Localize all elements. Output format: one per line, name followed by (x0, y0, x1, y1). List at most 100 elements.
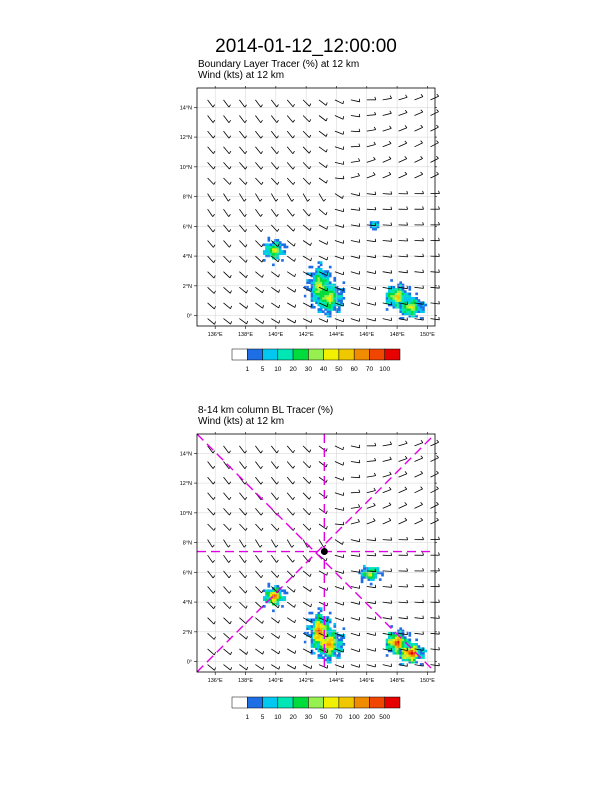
tracer-cell (317, 656, 321, 660)
colorbar-label: 100 (379, 366, 390, 373)
wind-barb (350, 476, 360, 479)
tracer-cell (401, 301, 405, 305)
tracer-cell (262, 596, 266, 599)
tracer-cell (315, 267, 318, 271)
tracer-cell (399, 299, 403, 302)
tracer-cell (319, 281, 323, 285)
tracer-cell (392, 645, 396, 648)
wind-barb (334, 617, 344, 622)
wind-barb (382, 271, 392, 274)
wind-barb-flag (438, 206, 440, 210)
tracer-cell (317, 629, 321, 633)
colorbar: 1 5 10 20 30 50 70 100 200 500 (231, 696, 401, 721)
tracer-cell (333, 301, 337, 305)
wind-barb-flag (374, 222, 377, 226)
wind-barb-flag (277, 604, 280, 608)
wind-barb (223, 664, 231, 671)
tracer-cell (376, 221, 380, 224)
tracer-cell (406, 658, 409, 662)
wind-barb (334, 539, 343, 545)
wind-barb-flag (214, 651, 216, 656)
tracer-cell (415, 314, 418, 318)
tracer-cell (337, 638, 341, 642)
wind-barb (430, 488, 439, 494)
wind-barb-flag (358, 158, 361, 162)
wind-barb (286, 286, 296, 293)
tracer-cell (408, 312, 412, 316)
tracer-cell (272, 243, 275, 247)
wind-barb (366, 286, 376, 290)
tracer-cell (326, 634, 330, 637)
tracer-cell (394, 296, 398, 300)
tracer-cell (401, 312, 405, 316)
tracer-cell (333, 294, 337, 298)
wind-barb-flag (260, 213, 263, 217)
tracer-cell (326, 645, 330, 648)
tracer-cell (315, 636, 318, 639)
tracer-cell (315, 279, 318, 282)
wind-barb (382, 240, 392, 242)
wind-barb-flag (404, 517, 408, 521)
wind-barb (302, 130, 310, 138)
wind-barb (207, 570, 214, 579)
tracer-cell (403, 642, 407, 646)
wind-barb-flag (420, 486, 423, 490)
tracer-cell (388, 645, 391, 648)
tracer-cell (267, 250, 271, 253)
tracer-cell (324, 654, 328, 657)
tracer-cell (403, 308, 407, 311)
tracer-cell (326, 654, 330, 657)
wind-barb (302, 255, 312, 262)
tracer-cell (324, 638, 328, 642)
tracer-cell (403, 292, 407, 296)
wind-barb (334, 586, 344, 590)
tracer-cell (419, 651, 423, 655)
tracer-cell (315, 622, 318, 626)
tracer-cell (340, 638, 343, 642)
tracer-cell (312, 631, 316, 635)
tracer-cell (328, 283, 332, 287)
wind-barb-flag (228, 213, 231, 217)
tracer-cell (278, 243, 282, 247)
tracer-cell (335, 649, 339, 653)
wind-barb-flag (358, 553, 361, 557)
wind-barb (271, 271, 279, 278)
wind-barb (255, 476, 262, 485)
tracer-cell (333, 285, 337, 289)
wind-barb (271, 617, 279, 624)
wind-barb (366, 632, 376, 636)
wind-barb (255, 240, 262, 248)
wind-barb (302, 115, 310, 123)
tracer-cell (335, 290, 339, 293)
tracer-cell (324, 651, 328, 655)
tracer-cell (388, 642, 391, 646)
colorbar-swatch (262, 696, 279, 709)
wind-barb-flag (422, 536, 424, 540)
tracer-cell (326, 660, 330, 664)
tracer-cell (415, 303, 418, 307)
tracer-cell (308, 625, 312, 628)
tracer-cell (331, 285, 334, 289)
wind-barb (430, 519, 439, 525)
tracer-cell (315, 620, 318, 624)
tracer-cell (401, 656, 405, 660)
wind-barb (223, 633, 231, 640)
wind-barb (302, 177, 310, 185)
wind-barb (350, 521, 360, 525)
wind-barb (255, 523, 262, 531)
tracer-cell (267, 589, 271, 593)
wind-barb (414, 271, 424, 273)
tracer-cell (417, 299, 421, 302)
tracer-cell (408, 292, 412, 296)
tracer-cell (326, 651, 330, 655)
tracer-cell (312, 290, 316, 293)
tracer-cell (262, 259, 266, 262)
tracer-cell (394, 290, 398, 293)
tracer-cell (265, 250, 268, 253)
wind-barb (430, 173, 439, 179)
colorbar-swatch (353, 696, 370, 709)
tracer-cell (331, 308, 334, 311)
wind-barb (318, 539, 325, 548)
tracer-cell (335, 308, 339, 311)
wind-barb-flag (438, 269, 440, 273)
